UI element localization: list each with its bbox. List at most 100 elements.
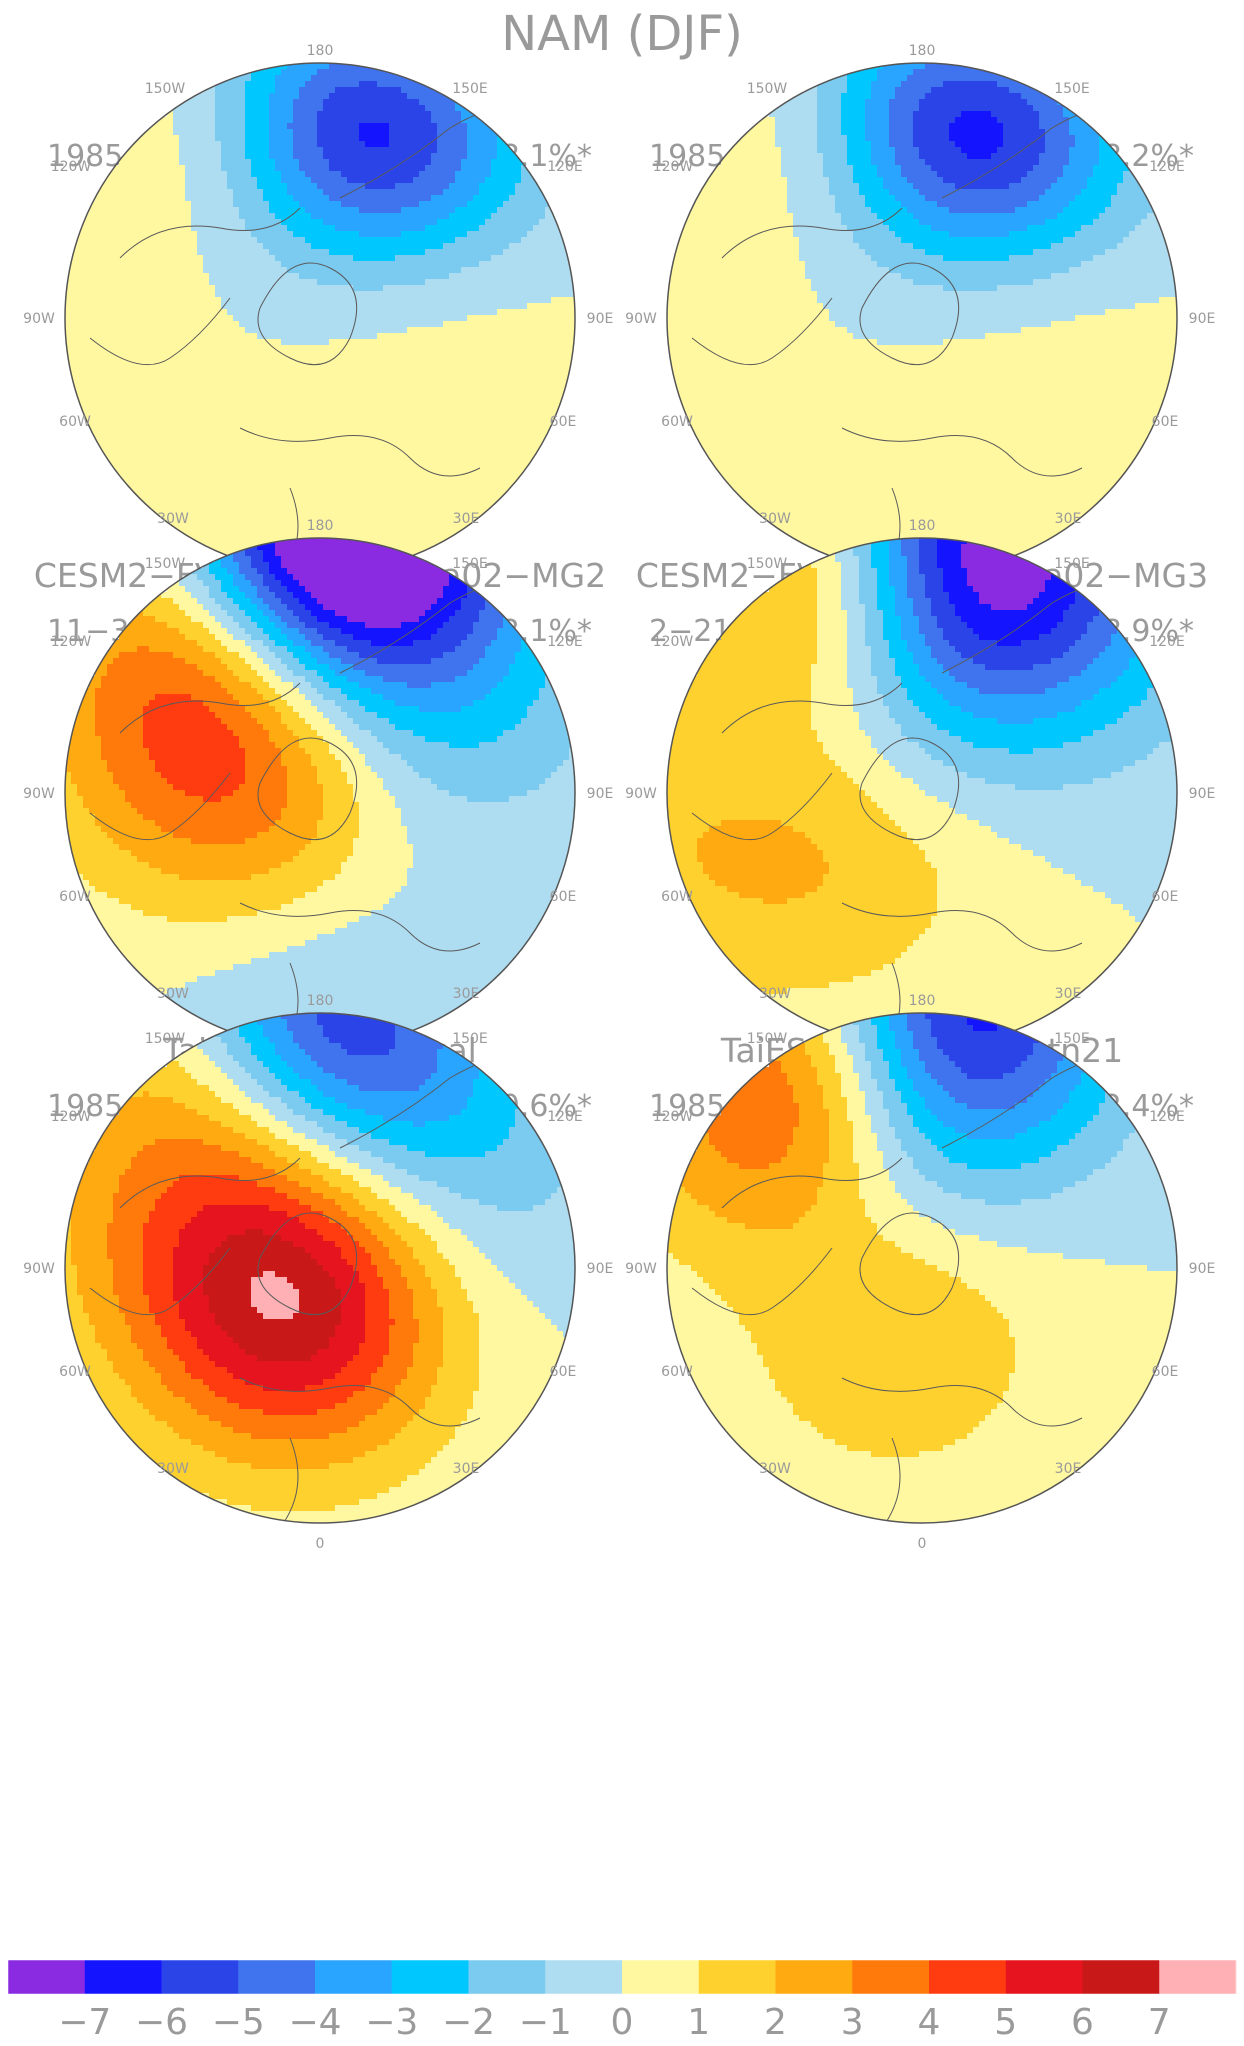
longitude-label: 150W bbox=[145, 81, 186, 97]
colorbar-tick-label: −1 bbox=[519, 2002, 572, 2043]
longitude-label: 180 bbox=[307, 43, 334, 59]
longitude-label: 60W bbox=[661, 414, 693, 430]
colorbar-swatch bbox=[8, 1960, 86, 1994]
map-panel: ERAI1985−201438.1%*180150W150E120W120E90… bbox=[23, 43, 613, 602]
colorbar-swatch bbox=[84, 1960, 162, 1994]
longitude-label: 60E bbox=[550, 414, 577, 430]
longitude-label: 30E bbox=[453, 1461, 480, 1477]
colorbar-tick-label: −6 bbox=[135, 2002, 188, 2043]
longitude-label: 60E bbox=[1152, 414, 1179, 430]
colorbar-swatch bbox=[929, 1960, 1007, 1994]
longitude-label: 150W bbox=[747, 81, 788, 97]
longitude-label: 150E bbox=[1054, 1031, 1090, 1047]
nam-pattern-field bbox=[667, 538, 1177, 1048]
colorbar-swatch bbox=[545, 1960, 623, 1994]
longitude-label: 60E bbox=[550, 889, 577, 905]
nam-pattern-field bbox=[65, 63, 575, 573]
longitude-label: 0 bbox=[316, 1536, 325, 1552]
colorbar-tick-label: 7 bbox=[1148, 2002, 1171, 2043]
longitude-label: 0 bbox=[918, 1536, 927, 1552]
colorbar-tick-label: 1 bbox=[687, 2002, 710, 2043]
coastlines bbox=[691, 105, 1143, 573]
longitude-label: 90W bbox=[23, 311, 55, 327]
longitude-label: 90E bbox=[1189, 311, 1216, 327]
colorbar-swatch bbox=[1159, 1960, 1237, 1994]
longitude-label: 90E bbox=[1189, 786, 1216, 802]
longitude-label: 90E bbox=[587, 311, 614, 327]
longitude-label: 150W bbox=[747, 556, 788, 572]
colorbar-tick-label: −2 bbox=[442, 2002, 495, 2043]
longitude-label: 90E bbox=[587, 1261, 614, 1277]
longitude-label: 180 bbox=[909, 993, 936, 1009]
colorbar-tick-label: −3 bbox=[365, 2002, 418, 2043]
longitude-label: 90E bbox=[1189, 1261, 1216, 1277]
longitude-label: 60E bbox=[1152, 889, 1179, 905]
longitude-label: 30W bbox=[157, 1461, 189, 1477]
colorbar-tick-label: 2 bbox=[764, 2002, 787, 2043]
longitude-label: 30W bbox=[759, 511, 791, 527]
longitude-label: 120W bbox=[653, 159, 694, 175]
colorbar-tick-label: 4 bbox=[918, 2002, 941, 2043]
longitude-label: 90W bbox=[23, 786, 55, 802]
longitude-label: 30E bbox=[1055, 1461, 1082, 1477]
longitude-label: 180 bbox=[909, 43, 936, 59]
longitude-label: 30E bbox=[453, 511, 480, 527]
map-panels: ERAI1985−201438.1%*180150W150E120W120E90… bbox=[23, 43, 1215, 1552]
colorbar-tick-label: 0 bbox=[611, 2002, 634, 2043]
longitude-label: 60W bbox=[59, 414, 91, 430]
colorbar-swatch bbox=[161, 1960, 239, 1994]
longitude-label: 120E bbox=[1149, 634, 1185, 650]
longitude-label: 150W bbox=[747, 1031, 788, 1047]
longitude-label: 60E bbox=[1152, 1364, 1179, 1380]
colorbar-swatch bbox=[852, 1960, 930, 1994]
nam-pattern-field bbox=[667, 63, 1177, 573]
longitude-label: 30W bbox=[759, 986, 791, 1002]
longitude-label: 120E bbox=[547, 159, 583, 175]
longitude-label: 120E bbox=[1149, 159, 1185, 175]
nam-pattern-field bbox=[65, 538, 575, 1048]
colorbar-tick-label: −5 bbox=[212, 2002, 265, 2043]
colorbar-swatch bbox=[391, 1960, 469, 1994]
colorbar-swatch bbox=[315, 1960, 393, 1994]
nam-pattern-field bbox=[65, 1013, 575, 1523]
longitude-label: 120W bbox=[653, 634, 694, 650]
colorbar-tick-label: −4 bbox=[288, 2002, 341, 2043]
map-panel: MERRA21985−201438.2%*180150W150E120W120E… bbox=[625, 43, 1215, 602]
longitude-label: 120W bbox=[653, 1109, 694, 1125]
longitude-label: 150E bbox=[1054, 81, 1090, 97]
longitude-label: 120W bbox=[51, 159, 92, 175]
colorbar-tick-label: 5 bbox=[994, 2002, 1017, 2043]
colorbar-tick-label: 3 bbox=[841, 2002, 864, 2043]
longitude-label: 150E bbox=[452, 1031, 488, 1047]
colorbar-tick-label: 6 bbox=[1071, 2002, 1094, 2043]
longitude-label: 30E bbox=[453, 986, 480, 1002]
longitude-label: 150E bbox=[1054, 556, 1090, 572]
longitude-label: 30E bbox=[1055, 511, 1082, 527]
longitude-label: 60W bbox=[59, 1364, 91, 1380]
longitude-label: 60W bbox=[59, 889, 91, 905]
figure-title: NAM (DJF) bbox=[501, 6, 743, 62]
nam-pattern-field bbox=[667, 1013, 1177, 1523]
longitude-label: 30W bbox=[157, 986, 189, 1002]
colorbar: −7 −6 −5 −4 −3 −2 −1 0 1 2 3 4 5 6 7 bbox=[7, 1959, 1237, 2043]
map-boundary bbox=[64, 1012, 576, 1524]
colorbar-swatch bbox=[622, 1960, 700, 1994]
map-boundary bbox=[666, 1012, 1178, 1524]
longitude-label: 60E bbox=[550, 1364, 577, 1380]
longitude-label: 180 bbox=[307, 518, 334, 534]
colorbar-swatch bbox=[698, 1960, 776, 1994]
longitude-label: 120E bbox=[547, 1109, 583, 1125]
longitude-label: 120E bbox=[547, 634, 583, 650]
map-panel: TaiESM1−TIMCOM−tn211985−201442.4%*180150… bbox=[625, 993, 1215, 1552]
longitude-label: 30E bbox=[1055, 986, 1082, 1002]
longitude-label: 150W bbox=[145, 556, 186, 572]
longitude-label: 90W bbox=[625, 1261, 657, 1277]
colorbar-swatch bbox=[1005, 1960, 1083, 1994]
longitude-label: 60W bbox=[661, 889, 693, 905]
longitude-label: 150W bbox=[145, 1031, 186, 1047]
colorbar-swatch bbox=[1082, 1960, 1160, 1994]
longitude-label: 90W bbox=[625, 786, 657, 802]
colorbar-swatch bbox=[238, 1960, 316, 1994]
longitude-label: 90E bbox=[587, 786, 614, 802]
longitude-label: 120E bbox=[1149, 1109, 1185, 1125]
